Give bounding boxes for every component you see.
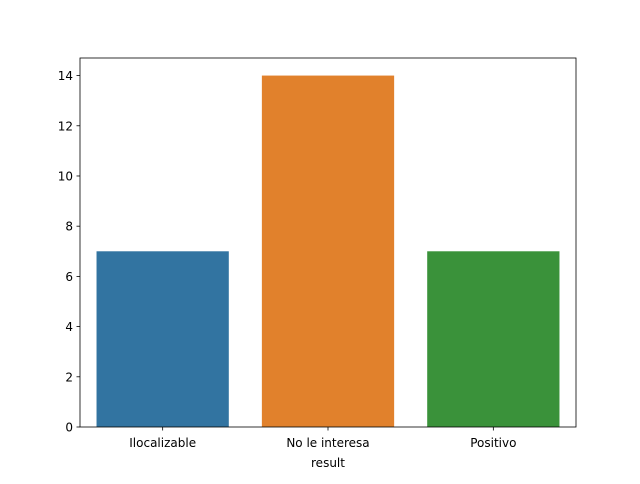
- x-tick-label: Ilocalizable: [129, 436, 196, 450]
- y-tick-label: 4: [65, 320, 73, 334]
- y-tick-label: 0: [65, 421, 73, 435]
- x-tick-label: No le interesa: [286, 436, 369, 450]
- axes-layer: 0 2 4 6 8 10 12 14 Ilocalizable No le interesa Pos…: [58, 57, 577, 450]
- bar: [427, 251, 560, 427]
- y-tick-label: 12: [58, 119, 73, 133]
- y-tick-label: 8: [65, 220, 73, 234]
- bars-layer: [96, 75, 560, 427]
- y-tick-label: 10: [58, 169, 73, 183]
- bar: [96, 251, 229, 427]
- x-axis-title: result: [311, 456, 345, 470]
- x-tick-label: Positivo: [470, 436, 516, 450]
- y-tick-label: 2: [65, 370, 73, 384]
- bar: [261, 75, 395, 427]
- y-tick-label: 6: [65, 270, 73, 284]
- y-tick-label: 14: [58, 69, 73, 83]
